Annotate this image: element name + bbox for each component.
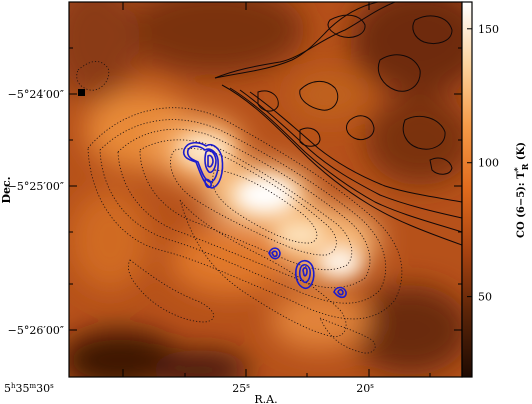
y-tick-label-3: −5°26′00″ xyxy=(8,324,64,337)
x-axis-label: R.A. xyxy=(254,393,277,404)
x-tick-minutes-unit: m xyxy=(30,382,37,390)
colorbar xyxy=(461,1,473,378)
colorbar-label-sub: R xyxy=(520,163,530,170)
colorbar-ticks xyxy=(467,28,472,298)
blue-source-4 xyxy=(333,286,347,299)
solid-contours xyxy=(214,2,462,246)
x-tick-3-value: 20 xyxy=(356,382,370,395)
y-tick-label-1: −5°24′00″ xyxy=(8,88,64,101)
colorbar-tick-label-1: 50 xyxy=(478,291,492,304)
colorbar-tick-label-3: 150 xyxy=(478,23,499,36)
colorbar-label-main: CO (6−5): T xyxy=(516,171,527,238)
x-tick-2-unit: s xyxy=(246,382,250,390)
y-tick-label-2: −5°25′00″ xyxy=(8,180,64,193)
blue-contours xyxy=(182,141,347,299)
x-tick-minutes: 35 xyxy=(16,382,30,395)
x-tick-2-value: 25 xyxy=(232,382,246,395)
x-tick-label-3: 20s xyxy=(356,382,374,395)
x-tick-seconds: 30 xyxy=(36,382,50,395)
colorbar-label-tail: (K) xyxy=(516,142,527,164)
colorbar-label-sup: * xyxy=(512,166,522,171)
blue-source-3 xyxy=(295,259,315,290)
colorbar-label: CO (6−5): T*R (K) xyxy=(512,142,530,238)
x-tick-hours-unit: h xyxy=(11,382,16,390)
x-tick-label-2: 25s xyxy=(232,382,250,395)
x-tick-hours: 5 xyxy=(4,382,11,395)
colorbar-tick-label-2: 100 xyxy=(478,157,499,170)
blue-source-1 xyxy=(182,141,224,189)
axis-ticks xyxy=(69,2,462,377)
dotted-contours xyxy=(76,61,403,354)
marker-square xyxy=(78,89,85,96)
x-tick-label-1: 5h35m30s xyxy=(4,382,54,395)
y-axis-label: Dec. xyxy=(0,176,13,203)
x-tick-3-unit: s xyxy=(370,382,374,390)
x-tick-seconds-unit: s xyxy=(50,382,54,390)
blue-source-2 xyxy=(268,247,281,260)
